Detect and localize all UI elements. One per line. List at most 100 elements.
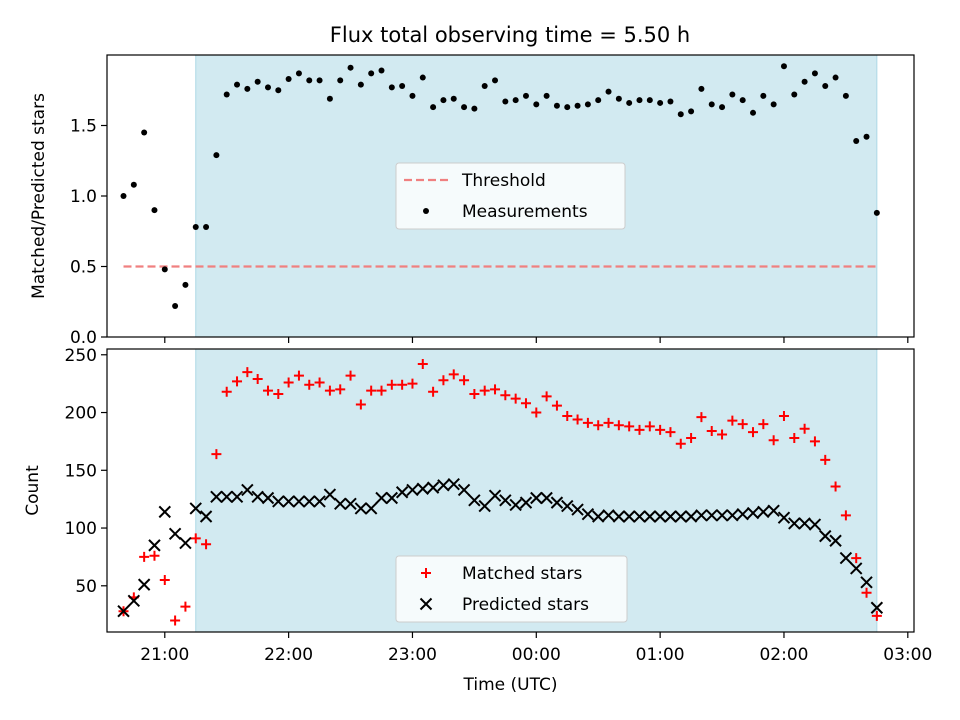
x-tick-label: 23:00	[388, 645, 437, 665]
predicted-stars-point	[592, 510, 605, 523]
measurement-point	[430, 104, 437, 111]
x-tick-label: 02:00	[759, 645, 808, 665]
predicted-stars-point	[426, 481, 440, 494]
predicted-stars-point	[622, 510, 636, 523]
measurement-point	[667, 98, 674, 105]
legend: Threshold Measurements	[395, 162, 626, 230]
x-tick-label: 00:00	[512, 645, 561, 665]
predicted-stars-point	[767, 504, 780, 517]
matched-stars-point	[180, 601, 191, 612]
predicted-stars-point	[457, 483, 471, 497]
predicted-stars-point	[437, 479, 450, 492]
matched-stars-point	[283, 377, 294, 388]
measurement-point	[192, 224, 199, 231]
predicted-stars-point	[695, 509, 708, 522]
predicted-stars-point	[127, 594, 141, 608]
predicted-stars-point	[199, 510, 213, 523]
matched-stars-point	[706, 426, 717, 437]
measurement-point	[698, 85, 705, 92]
matched-stars-point	[665, 427, 676, 438]
measurement-point	[141, 129, 148, 136]
y-tick-label: 200	[65, 404, 97, 424]
legend-entry-label: Threshold	[461, 171, 546, 191]
matched-stars-point	[624, 421, 635, 432]
measurement-point	[832, 74, 839, 81]
measurement-point	[708, 101, 715, 108]
x-axis-label: Time (UTC)	[463, 675, 558, 695]
predicted-stars-point	[581, 507, 595, 521]
predicted-stars-point	[808, 518, 822, 531]
predicted-stars-point	[179, 536, 192, 550]
predicted-stars-point	[344, 497, 357, 510]
matched-stars-point	[830, 481, 841, 492]
measurement-point	[688, 108, 695, 115]
predicted-stars-point	[168, 527, 182, 541]
y-tick-label: 0.5	[70, 258, 97, 278]
matched-stars-point	[727, 415, 738, 426]
measurement-point	[223, 91, 230, 98]
measurement-point	[605, 88, 612, 95]
matched-stars-point	[139, 551, 150, 562]
predicted-stars-point	[261, 491, 275, 505]
measurement-point	[213, 152, 220, 159]
predicted-stars-point	[509, 498, 522, 512]
predicted-stars-point	[602, 509, 615, 522]
predicted-stars-point	[416, 482, 429, 495]
predicted-stars-point	[395, 486, 409, 499]
matched-stars-point	[242, 367, 253, 378]
predicted-stars-point	[251, 490, 264, 504]
measurement-point	[151, 207, 158, 214]
measurement-point	[409, 92, 416, 99]
measurement-point	[791, 91, 798, 98]
predicted-stars-point	[334, 497, 347, 510]
predicted-stars-point	[664, 510, 677, 523]
matched-stars-point	[417, 359, 428, 370]
measurement-point	[450, 95, 457, 102]
matched-stars-point	[562, 410, 573, 421]
matched-stars-point	[861, 587, 872, 598]
x-tick-label: 22:00	[264, 645, 313, 665]
matched-stars-point	[655, 424, 666, 435]
matched-stars-point	[201, 539, 212, 550]
measurement-point	[564, 104, 571, 111]
measurement-point	[677, 111, 684, 118]
measurement-point	[873, 209, 880, 216]
matched-stars-point	[335, 384, 346, 395]
predicted-stars-point	[612, 510, 626, 523]
predicted-stars-point	[220, 490, 233, 504]
measurement-point	[378, 67, 385, 74]
y-tick-label: 1.5	[70, 117, 97, 137]
predicted-stars-point	[375, 491, 388, 505]
measurement-point	[347, 64, 354, 71]
measurement-point	[357, 81, 364, 88]
predicted-stars-point	[478, 499, 491, 513]
measurement-point	[419, 74, 426, 81]
matched-stars-point	[211, 449, 222, 460]
predicted-stars-point	[189, 502, 202, 515]
measurement-point	[161, 266, 168, 273]
matched-stars-point	[768, 435, 779, 446]
predicted-stars-point	[323, 488, 337, 501]
legend-measurement-swatch	[423, 208, 429, 214]
matched-stars-point	[778, 410, 789, 421]
matched-stars-point	[644, 421, 655, 432]
predicted-stars-point	[303, 495, 316, 508]
matched-stars-point	[500, 390, 511, 401]
matched-stars-point	[582, 417, 593, 428]
matched-stars-point	[510, 393, 521, 404]
matched-stars-point	[737, 419, 748, 430]
predicted-stars-point	[148, 539, 161, 552]
measurement-point	[120, 193, 127, 199]
measurement-point	[595, 97, 602, 104]
predicted-stars-point	[364, 502, 378, 515]
measurement-point	[533, 101, 540, 108]
y-tick-label: 100	[65, 519, 97, 539]
predicted-stars-point	[292, 495, 306, 508]
matched-stars-point	[428, 386, 439, 397]
matched-stars-point	[531, 407, 542, 418]
matched-stars-point	[686, 432, 697, 443]
predicted-stars-point	[684, 510, 698, 523]
predicted-stars-point	[788, 517, 801, 530]
predicted-stars-point	[571, 503, 584, 516]
measurement-point	[863, 133, 870, 140]
